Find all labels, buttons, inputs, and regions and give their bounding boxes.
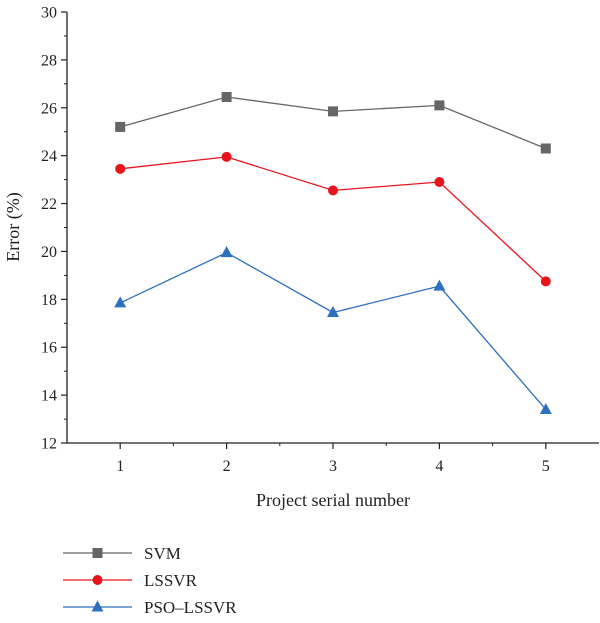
data-point-lssvr — [221, 151, 232, 162]
series-line-svm — [120, 96, 547, 150]
y-tick-label: 24 — [41, 148, 57, 165]
data-point-svm — [115, 121, 126, 132]
y-tick-label: 18 — [41, 292, 57, 309]
x-tick-label: 1 — [116, 458, 124, 475]
data-point-svm — [328, 106, 338, 117]
data-point-lssvr — [115, 163, 126, 174]
data-point-lssvr — [434, 177, 445, 188]
legend-label: SVM — [144, 544, 181, 563]
data-point-pso-lssvr — [327, 306, 339, 318]
legend-item-lssvr: LSSVR — [63, 571, 198, 590]
x-tick-label: 2 — [223, 458, 231, 475]
data-point-lssvr — [540, 276, 551, 287]
series-line-pso-lssvr — [119, 251, 547, 410]
x-axis-title: Project serial number — [256, 490, 410, 510]
y-tick-label: 20 — [41, 244, 57, 261]
data-point-lssvr — [328, 185, 338, 196]
y-tick-label: 30 — [41, 5, 57, 22]
legend-label: LSSVR — [144, 571, 198, 590]
data-point-pso-lssvr — [539, 402, 552, 414]
y-axis-title: Error (%) — [3, 192, 24, 261]
y-tick-label: 22 — [41, 196, 57, 213]
x-tick-label: 5 — [542, 458, 550, 475]
series-lssvr — [115, 151, 551, 287]
y-tick-label: 28 — [41, 52, 57, 69]
legend-marker — [92, 548, 103, 558]
y-tick-label: 14 — [41, 388, 57, 405]
legend-marker — [92, 575, 103, 585]
series-svm — [115, 92, 551, 154]
data-point-svm — [434, 100, 445, 111]
legend-marker — [91, 600, 104, 612]
legend-item-svm: SVM — [63, 544, 181, 563]
data-point-pso-lssvr — [114, 296, 127, 308]
legend: SVM LSSVR PSO–LSSVR — [63, 544, 237, 617]
series-pso-lssvr — [114, 246, 552, 414]
y-tick-label: 16 — [41, 340, 57, 357]
y-tick-label: 26 — [41, 100, 57, 117]
x-tick-label: 4 — [435, 458, 443, 475]
series-line-lssvr — [120, 156, 547, 282]
series-layer — [114, 92, 552, 414]
data-point-svm — [540, 143, 551, 154]
data-point-svm — [221, 92, 232, 103]
x-tick-label: 3 — [329, 458, 337, 475]
legend-item-pso-lssvr: PSO–LSSVR — [63, 598, 237, 617]
legend-label: PSO–LSSVR — [144, 598, 237, 617]
data-point-pso-lssvr — [220, 246, 233, 258]
data-point-pso-lssvr — [433, 279, 446, 291]
y-tick-label: 12 — [41, 436, 57, 453]
